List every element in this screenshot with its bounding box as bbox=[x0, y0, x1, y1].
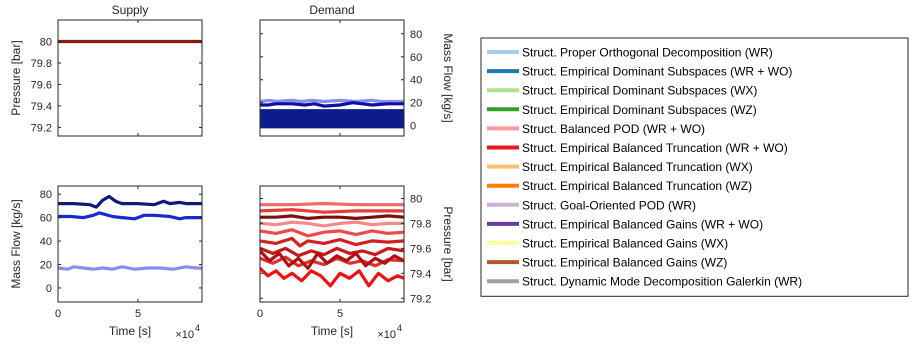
series-line bbox=[260, 228, 404, 238]
series-line bbox=[58, 211, 202, 221]
y-tick-label: 80 bbox=[410, 193, 422, 205]
legend-label: Struct. Empirical Dominant Subspaces (WR… bbox=[522, 65, 792, 79]
legend-label: Struct. Empirical Balanced Gains (WZ) bbox=[522, 256, 727, 270]
chart-panel-4: 79.2 79.4 79.6 79.8 80 0 5 Pressure [bar] Time [… bbox=[257, 185, 455, 341]
legend-label: Struct. Proper Orthogonal Decomposition … bbox=[522, 46, 773, 60]
legend-label: Struct. Dynamic Mode Decomposition Galer… bbox=[522, 275, 802, 289]
legend-label: Struct. Empirical Balanced Truncation (W… bbox=[522, 179, 752, 193]
x-axis-label: Time [s] bbox=[311, 324, 353, 338]
panel-title: Supply bbox=[112, 3, 149, 17]
chart-panel-1: 79.2 79.4 79.6 79.8 80 Supply Pressure [bar] bbox=[9, 3, 203, 137]
y-tick-label: 80 bbox=[40, 36, 52, 48]
series-group bbox=[260, 98, 404, 129]
legend-item: Struct. Empirical Dominant Subspaces (WX… bbox=[487, 84, 757, 98]
legend-label: Struct. Empirical Balanced Truncation (W… bbox=[522, 141, 788, 155]
y-tick-label: 60 bbox=[40, 213, 52, 225]
legend-label: Struct. Empirical Dominant Subspaces (WX… bbox=[522, 84, 757, 98]
y-tick-label: 79.6 bbox=[410, 243, 431, 255]
series-line bbox=[260, 214, 404, 220]
series-group bbox=[58, 194, 202, 271]
y-tick-label: 80 bbox=[410, 29, 422, 41]
chart-panel-2: 0 20 40 60 80 Demand Mass Flow [kg/s] bbox=[259, 3, 455, 137]
axes-frame bbox=[259, 19, 405, 137]
axes-frame bbox=[259, 185, 405, 303]
chart-panels: 79.2 79.4 79.6 79.8 80 Supply Pressure [bar] 0 2… bbox=[9, 3, 455, 341]
series-line bbox=[260, 101, 404, 108]
y-tick-label: 79.8 bbox=[31, 58, 52, 70]
legend-item: Struct. Empirical Balanced Gains (WR + W… bbox=[487, 217, 763, 231]
legend-item: Struct. Dynamic Mode Decomposition Galer… bbox=[487, 275, 802, 289]
panel-title: Demand bbox=[309, 3, 354, 17]
x-tick-label: 0 bbox=[257, 308, 263, 320]
x-tick-label: 0 bbox=[55, 308, 61, 320]
y-tick-label: 79.2 bbox=[31, 122, 52, 134]
legend-item: Struct. Goal-Oriented POD (WR) bbox=[487, 198, 696, 212]
series-line bbox=[260, 266, 404, 288]
x-tick-label: 5 bbox=[337, 308, 343, 320]
legend-item: Struct. Empirical Balanced Truncation (W… bbox=[487, 160, 753, 174]
axes-frame bbox=[57, 185, 203, 303]
series-line bbox=[260, 208, 404, 214]
x-tick-label: 5 bbox=[135, 308, 141, 320]
y-tick-label: 60 bbox=[410, 52, 422, 64]
legend-label: Struct. Empirical Balanced Gains (WX) bbox=[522, 237, 728, 251]
y-tick-label: 20 bbox=[410, 98, 422, 110]
x-axis-exponent-power: 4 bbox=[195, 323, 200, 333]
legend-label: Struct. Goal-Oriented POD (WR) bbox=[522, 198, 696, 212]
y-axis-label: Pressure [bar] bbox=[9, 40, 23, 115]
series-line bbox=[58, 194, 202, 209]
y-axis-label: Mass Flow [kg/s] bbox=[441, 33, 455, 122]
legend: Struct. Proper Orthogonal Decomposition … bbox=[480, 37, 909, 297]
x-axis-exponent: ×10 bbox=[377, 329, 396, 341]
legend-label: Struct. Balanced POD (WR + WO) bbox=[522, 122, 705, 136]
y-axis-label: Mass Flow [kg/s] bbox=[9, 199, 23, 288]
y-tick-label: 0 bbox=[410, 121, 416, 133]
series-group bbox=[260, 201, 404, 288]
y-axis-label: Pressure [bar] bbox=[441, 206, 455, 281]
series-line bbox=[260, 246, 404, 258]
legend-box bbox=[480, 37, 909, 297]
x-axis-exponent: ×10 bbox=[175, 329, 194, 341]
y-tick-label: 80 bbox=[40, 189, 52, 201]
series-line bbox=[260, 98, 404, 104]
y-tick-label: 79.6 bbox=[31, 79, 52, 91]
y-tick-label: 20 bbox=[40, 260, 52, 272]
chart-panel-3: 0 20 40 60 80 0 5 Mass Flow [kg/s] Time [s] ×104 bbox=[9, 185, 203, 341]
y-tick-label: 79.8 bbox=[410, 218, 431, 230]
y-tick-label: 40 bbox=[410, 75, 422, 87]
y-tick-label: 40 bbox=[40, 236, 52, 248]
legend-item: Struct. Empirical Balanced Truncation (W… bbox=[487, 179, 752, 193]
legend-item: Struct. Proper Orthogonal Decomposition … bbox=[487, 46, 773, 60]
legend-item: Struct. Balanced POD (WR + WO) bbox=[487, 122, 705, 136]
legend-label: Struct. Empirical Balanced Gains (WR + W… bbox=[522, 217, 763, 231]
legend-item: Struct. Empirical Dominant Subspaces (WZ… bbox=[487, 103, 757, 117]
legend-item: Struct. Empirical Balanced Gains (WX) bbox=[487, 237, 728, 251]
x-axis-label: Time [s] bbox=[109, 324, 151, 338]
legend-item: Struct. Empirical Dominant Subspaces (WR… bbox=[487, 65, 792, 79]
series-line bbox=[260, 220, 404, 228]
series-line bbox=[58, 265, 202, 271]
y-tick-label: 79.4 bbox=[410, 268, 431, 280]
y-tick-label: 79.4 bbox=[31, 101, 52, 113]
legend-label: Struct. Empirical Balanced Truncation (W… bbox=[522, 160, 753, 174]
axes-frame bbox=[57, 19, 203, 137]
legend-label: Struct. Empirical Dominant Subspaces (WZ… bbox=[522, 103, 757, 117]
series-line bbox=[260, 236, 404, 248]
series-line bbox=[260, 249, 404, 270]
y-tick-label: 0 bbox=[46, 283, 52, 295]
legend-item: Struct. Empirical Balanced Gains (WZ) bbox=[487, 256, 727, 270]
y-tick-label: 79.2 bbox=[410, 293, 431, 305]
x-axis-exponent-power: 4 bbox=[397, 323, 402, 333]
series-line bbox=[260, 201, 404, 207]
legend-item: Struct. Empirical Balanced Truncation (W… bbox=[487, 141, 788, 155]
